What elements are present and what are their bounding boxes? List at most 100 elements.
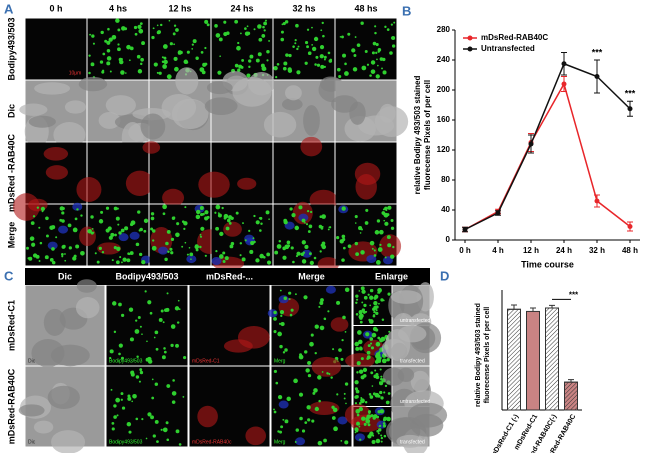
lipid-droplet xyxy=(158,71,162,75)
lipid-droplet xyxy=(369,240,375,246)
lipid-droplet xyxy=(379,243,382,247)
cell-outline xyxy=(78,76,108,92)
lipid-droplet xyxy=(366,63,370,66)
micrograph xyxy=(344,403,392,447)
lipid-droplet xyxy=(343,246,346,250)
red-cell xyxy=(237,177,257,190)
column-header: 24 hs xyxy=(230,3,253,13)
lipid-droplet xyxy=(72,227,78,233)
lipid-droplet xyxy=(137,210,141,214)
lipid-droplet xyxy=(268,39,271,42)
cell-outline xyxy=(358,115,395,136)
lipid-droplet xyxy=(98,219,104,224)
lipid-droplet xyxy=(354,380,359,385)
lipid-droplet xyxy=(341,258,345,262)
lipid-droplet xyxy=(318,399,321,403)
lipid-droplet xyxy=(367,423,371,427)
lipid-droplet xyxy=(177,50,182,55)
lipid-droplet xyxy=(113,246,117,250)
lipid-droplet xyxy=(364,401,368,404)
lipid-droplet xyxy=(364,49,368,53)
lipid-droplet xyxy=(151,396,155,400)
x-tick-label: 32 h xyxy=(589,246,605,255)
lipid-droplet xyxy=(51,260,56,265)
lipid-droplet xyxy=(31,242,36,247)
lipid-droplet xyxy=(172,379,175,382)
lipid-droplet xyxy=(100,30,104,35)
nucleus xyxy=(47,241,58,250)
lipid-droplet xyxy=(371,60,374,63)
micrograph xyxy=(211,204,273,271)
lipid-droplet xyxy=(261,34,266,38)
lipid-droplet xyxy=(26,246,29,250)
lipid-droplet xyxy=(264,19,268,22)
lipid-droplet xyxy=(244,27,247,30)
lipid-droplet xyxy=(136,355,139,358)
annotation: *** xyxy=(592,47,603,57)
lipid-droplet xyxy=(113,404,117,408)
lipid-droplet xyxy=(189,252,194,257)
nucleus xyxy=(58,225,69,234)
lipid-droplet xyxy=(361,289,366,294)
lipid-droplet xyxy=(300,252,305,257)
lipid-droplet xyxy=(264,68,267,71)
lipid-droplet xyxy=(304,421,308,424)
lipid-droplet xyxy=(374,230,380,235)
lipid-droplet xyxy=(107,27,110,31)
lipid-droplet xyxy=(262,25,265,29)
lipid-droplet xyxy=(166,74,172,80)
lipid-droplet xyxy=(199,235,203,238)
lipid-droplet xyxy=(116,414,119,417)
lipid-droplet xyxy=(91,228,94,230)
lipid-droplet xyxy=(376,353,381,357)
lipid-droplet xyxy=(374,359,379,364)
lipid-droplet xyxy=(161,355,166,360)
lipid-droplet xyxy=(90,231,94,235)
lipid-droplet xyxy=(292,260,295,264)
lipid-droplet xyxy=(368,393,372,396)
lipid-droplet xyxy=(311,419,315,423)
micrograph xyxy=(211,18,273,80)
lipid-droplet xyxy=(108,37,113,42)
lipid-droplet xyxy=(273,317,277,321)
lipid-droplet xyxy=(90,215,94,219)
lipid-droplet xyxy=(102,52,106,56)
lipid-droplet xyxy=(110,232,115,237)
lipid-droplet xyxy=(296,47,299,51)
lipid-droplet xyxy=(379,338,384,343)
lipid-droplet xyxy=(356,410,359,414)
lipid-droplet xyxy=(268,218,270,220)
lipid-droplet xyxy=(144,290,147,293)
lipid-droplet xyxy=(366,357,370,360)
lipid-droplet xyxy=(369,395,374,399)
lipid-droplet xyxy=(282,255,287,260)
cell-outline xyxy=(175,67,199,95)
lipid-droplet xyxy=(290,246,294,250)
lipid-droplet xyxy=(372,41,377,46)
lipid-droplet xyxy=(121,261,123,264)
lipid-droplet xyxy=(292,45,295,48)
lipid-droplet xyxy=(384,206,388,211)
lipid-droplet xyxy=(72,256,77,261)
lipid-droplet xyxy=(355,301,358,305)
lipid-droplet xyxy=(358,401,362,405)
lipid-droplet xyxy=(296,251,301,256)
lipid-droplet xyxy=(195,214,201,220)
lipid-droplet xyxy=(145,357,150,362)
cell-outline xyxy=(98,111,121,129)
error-bar xyxy=(549,304,555,308)
header-band xyxy=(25,268,430,285)
lipid-droplet xyxy=(336,236,340,240)
point xyxy=(594,74,600,79)
x-axis-label: Time course xyxy=(521,259,574,269)
lipid-droplet xyxy=(51,247,55,251)
lipid-droplet xyxy=(318,305,321,308)
lipid-droplet xyxy=(375,341,381,347)
lipid-droplet xyxy=(75,244,80,249)
image-label: Bodipy493/503 xyxy=(109,358,143,364)
lipid-droplet xyxy=(390,23,393,26)
lipid-droplet xyxy=(253,28,256,31)
lipid-droplet xyxy=(49,258,54,262)
lipid-droplet xyxy=(304,350,308,354)
lipid-droplet xyxy=(354,222,357,224)
